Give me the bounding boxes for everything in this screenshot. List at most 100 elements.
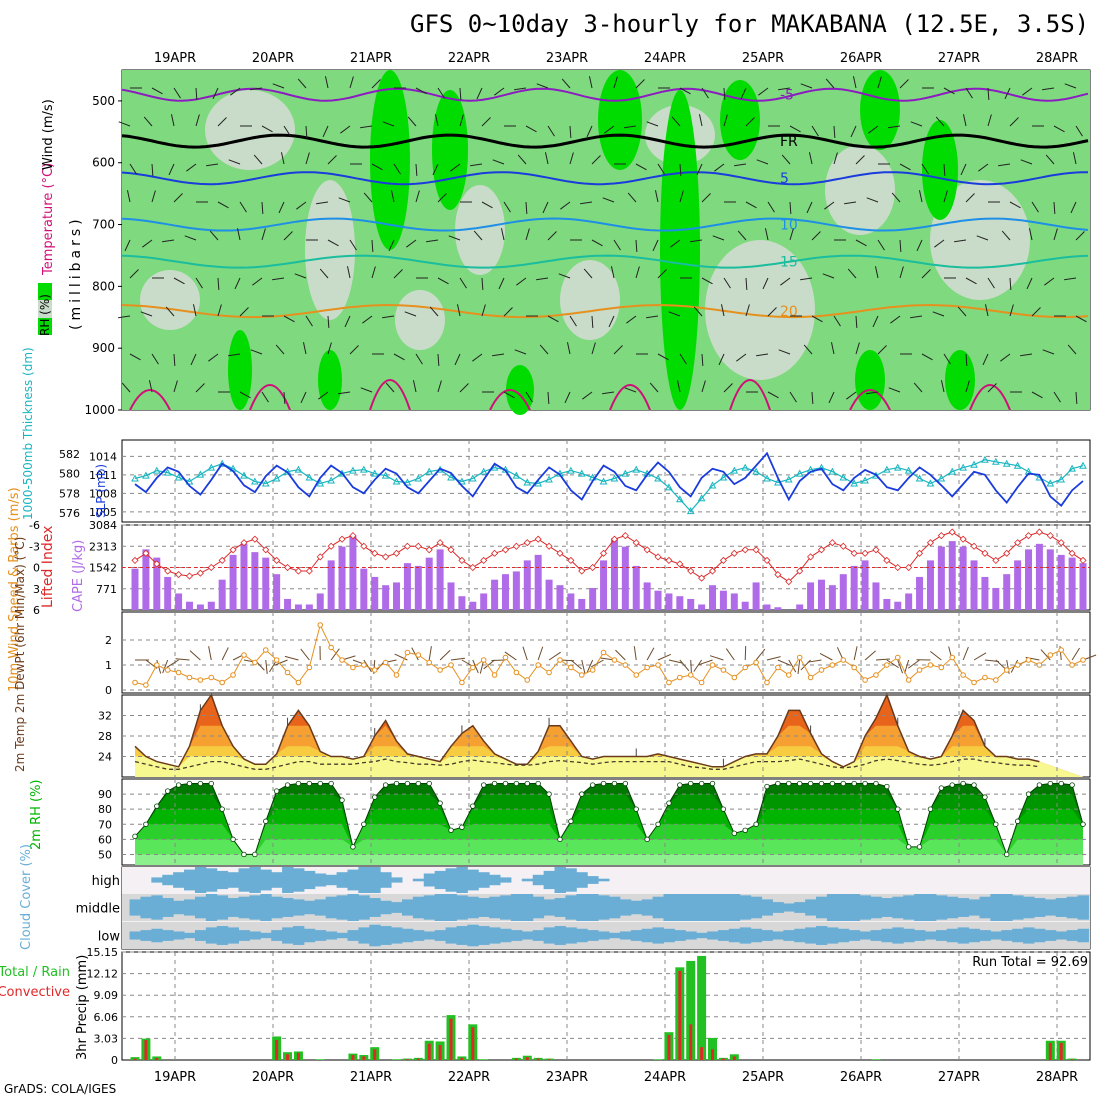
cloud-bar xyxy=(1001,930,1013,941)
cloud-bar xyxy=(205,927,218,944)
precip-conv-bar xyxy=(275,1040,279,1060)
wind-frame xyxy=(121,611,1091,694)
rh-point xyxy=(709,780,716,787)
axis-tick-label: 578 xyxy=(59,487,80,500)
precip-total-bar xyxy=(871,1059,881,1060)
wind-barb xyxy=(833,152,838,165)
wind-barb xyxy=(283,391,286,405)
thickness-point xyxy=(196,470,205,478)
thickness-point xyxy=(294,465,303,473)
cloud-bar xyxy=(565,927,577,944)
thickness-point xyxy=(272,474,281,482)
wind-barb xyxy=(701,87,709,99)
wind-barb xyxy=(151,190,156,203)
wind-barb xyxy=(679,190,684,203)
precip-conv-bar xyxy=(536,1058,540,1060)
cloud-bar xyxy=(674,930,686,941)
li-point xyxy=(937,532,945,540)
wind-barb xyxy=(811,125,819,137)
rh-point xyxy=(622,780,629,787)
wind-barb xyxy=(234,277,241,290)
cloud-bar xyxy=(826,894,839,921)
cloud-bar xyxy=(140,930,152,941)
wind-speed-point xyxy=(720,667,727,673)
cloud-bar xyxy=(587,876,599,884)
li-point xyxy=(512,542,520,550)
cape-bar xyxy=(338,546,346,610)
wind-barb xyxy=(723,277,731,289)
li-point xyxy=(1079,556,1087,564)
cloud-bar xyxy=(293,926,305,945)
wind-barb xyxy=(789,125,801,133)
wind-barb xyxy=(943,353,951,365)
wind-speed-point xyxy=(317,622,324,628)
wind-barb xyxy=(965,87,973,99)
cloud-bar xyxy=(598,931,610,940)
isotherm-25 xyxy=(369,379,411,411)
cloud-bar xyxy=(216,870,229,890)
cloud-bar xyxy=(968,928,980,943)
rh-point xyxy=(927,806,934,812)
wind-barb xyxy=(806,201,813,214)
rh-band xyxy=(135,854,1083,865)
cloud-bar xyxy=(271,896,283,919)
wind-barb xyxy=(1045,154,1055,165)
wind-barb xyxy=(701,380,706,393)
li-point xyxy=(382,553,390,561)
cloud-bar xyxy=(1044,899,1057,916)
cloud-bar xyxy=(663,894,675,921)
cape-bar xyxy=(240,543,248,610)
wind-barb xyxy=(432,163,439,176)
cape-bar xyxy=(850,565,858,610)
wind-barb xyxy=(170,114,175,127)
wind-barb xyxy=(613,76,618,89)
wind-barb xyxy=(168,163,175,176)
wind-barb xyxy=(209,230,219,241)
wind-barb xyxy=(236,228,241,241)
thickness-point xyxy=(1013,461,1022,469)
rh-point xyxy=(295,780,302,787)
wind-barb xyxy=(1020,353,1033,357)
rh-point xyxy=(698,780,705,787)
wind-barb xyxy=(140,311,153,317)
wind-barb xyxy=(978,163,989,172)
precip-conv-bar xyxy=(547,1059,551,1060)
cloud-bar xyxy=(162,874,174,886)
wind-barb xyxy=(494,87,505,96)
wind-axis-label: 10m Wind Speed & Barbs (m/s) xyxy=(7,487,22,692)
wind-speed-point xyxy=(949,654,956,661)
date-label-bottom: 28APR xyxy=(1036,1070,1078,1085)
cloud-bar xyxy=(957,898,970,917)
cape-bar xyxy=(316,593,324,610)
rh-moist-patch xyxy=(922,120,958,220)
wind-speed-point xyxy=(578,672,585,678)
li-point xyxy=(251,535,259,543)
cloud-cover-panel xyxy=(122,867,1090,949)
wind-barb xyxy=(569,125,572,139)
rh-point xyxy=(480,782,487,788)
axis-tick-label: 9.09 xyxy=(94,989,119,1002)
thickness-point xyxy=(425,467,434,475)
cloud-bar xyxy=(510,894,523,921)
li-point xyxy=(556,549,564,557)
cloud-bar xyxy=(1033,898,1046,917)
cloud-bar xyxy=(238,868,250,892)
wind-barb xyxy=(943,190,948,203)
wind-speed-point xyxy=(328,644,334,651)
wind-barb xyxy=(500,228,505,241)
cloud-bar xyxy=(1012,928,1024,943)
wind-barb xyxy=(349,345,359,355)
li-point xyxy=(283,563,292,572)
cloud-bar xyxy=(467,869,479,891)
wind-speed-point xyxy=(230,672,236,678)
wind-barb-10m xyxy=(581,659,586,674)
cape-bar xyxy=(327,560,335,610)
rh-point xyxy=(644,836,650,843)
thickness-axis-label: 1000-500mb Thickness (dm) xyxy=(21,347,35,520)
cloud-bar xyxy=(358,867,370,893)
thickness-point xyxy=(185,477,194,485)
cape-bar xyxy=(916,576,924,610)
wind-barb xyxy=(434,114,439,127)
wind-barb xyxy=(173,380,178,393)
thickness-point xyxy=(828,467,837,475)
